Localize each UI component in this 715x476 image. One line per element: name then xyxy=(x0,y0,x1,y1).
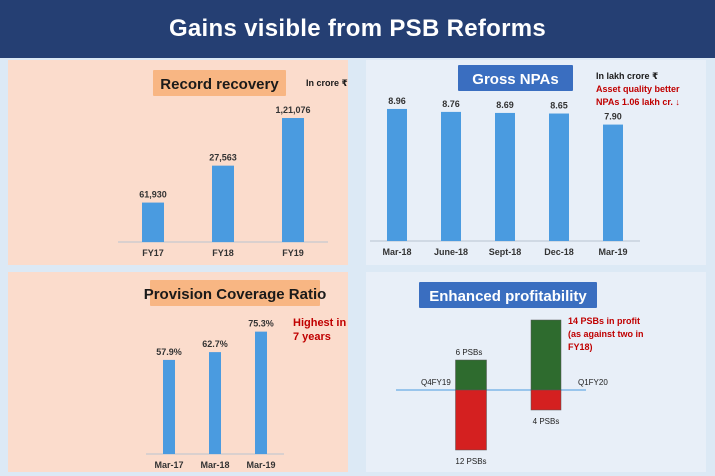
bar xyxy=(387,108,407,242)
loss-label: 12 PSBs xyxy=(455,457,486,466)
data-label: 61,930 xyxy=(139,190,167,200)
data-label: 57.9% xyxy=(156,347,182,357)
bar xyxy=(163,359,175,454)
unit-label: In crore ₹ xyxy=(306,78,348,88)
tick-label: FY18 xyxy=(212,248,234,258)
data-label: 1,21,076 xyxy=(275,105,310,115)
record-recovery-chart: Record recovery In crore ₹ 61,930 FY17 27,56… xyxy=(118,70,348,258)
bar xyxy=(495,112,515,241)
enhanced-profitability-panel: Enhanced profitability 6 PSBs 12 PSBs 4 PSB… xyxy=(366,272,706,472)
bar xyxy=(282,118,304,242)
tick-label: Dec-18 xyxy=(544,247,574,257)
tick-label: Mar-18 xyxy=(200,460,229,470)
chart-title-box xyxy=(419,282,597,308)
profit-label: 6 PSBs xyxy=(456,348,483,357)
bar xyxy=(603,124,623,241)
chart-title: Enhanced profitability xyxy=(429,288,587,305)
loss-bar xyxy=(455,389,487,451)
provision-coverage-chart: Provision Coverage Ratio 57.9% Mar-17 62.7%… xyxy=(144,280,346,470)
tick-label: Mar-19 xyxy=(246,460,275,470)
data-label: 27,563 xyxy=(209,153,237,163)
data-label: 8.96 xyxy=(388,96,406,106)
bar xyxy=(549,113,569,241)
chart-title: Gross NPAs xyxy=(472,71,558,88)
loss-label: 4 PSBs xyxy=(533,417,560,426)
profit-bar xyxy=(530,319,562,391)
data-label: 8.69 xyxy=(496,100,514,110)
data-label: 8.76 xyxy=(442,99,460,109)
annotation-text: NPAs 1.06 lakh cr. ↓ xyxy=(596,97,680,107)
data-label: 8.65 xyxy=(550,101,568,111)
gross-npas-panel: Gross NPAs In lakh crore ₹ 8.96 Mar-18 8.76 J… xyxy=(366,60,706,265)
bar xyxy=(441,111,461,241)
annotation-text: Highest in xyxy=(293,317,346,329)
tick-label: Mar-17 xyxy=(154,460,183,470)
page-title: Gains visible from PSB Reforms xyxy=(0,0,715,58)
bar xyxy=(212,165,234,242)
tick-label: FY19 xyxy=(282,248,304,258)
gross-npas-chart: Gross NPAs In lakh crore ₹ 8.96 Mar-18 8.76 J… xyxy=(370,65,680,257)
annotation-text: Asset quality better xyxy=(596,84,680,94)
data-label: 7.90 xyxy=(604,112,622,122)
tick-label: Mar-18 xyxy=(382,247,411,257)
chart-title: Record recovery xyxy=(160,76,279,93)
unit-label: In lakh crore ₹ xyxy=(596,71,658,81)
annotation-text: 7 years xyxy=(293,331,331,343)
loss-bar xyxy=(530,389,562,411)
chart-title-box xyxy=(153,70,286,96)
chart-title-box xyxy=(150,280,320,306)
chart-title-box xyxy=(458,65,573,91)
annotation-text: FY18) xyxy=(568,342,593,352)
enhanced-profitability-chart: Enhanced profitability 6 PSBs 12 PSBs 4 PSB… xyxy=(396,282,644,466)
profit-bar xyxy=(455,359,487,391)
record-recovery-panel: Record recovery In crore ₹ 61,930 FY17 27,56… xyxy=(8,60,348,265)
provision-coverage-panel: Provision Coverage Ratio 57.9% Mar-17 62.7%… xyxy=(8,272,348,472)
tick-label: Mar-19 xyxy=(598,247,627,257)
data-label: 62.7% xyxy=(202,339,228,349)
data-label: 75.3% xyxy=(248,319,274,329)
bar xyxy=(255,331,267,454)
tick-label: FY17 xyxy=(142,248,164,258)
bar xyxy=(142,202,164,242)
chart-title: Provision Coverage Ratio xyxy=(144,286,327,303)
category-label: Q4FY19 xyxy=(421,378,451,387)
category-label: Q1FY20 xyxy=(578,378,608,387)
annotation-text: (as against two in xyxy=(568,329,644,339)
tick-label: Sept-18 xyxy=(489,247,522,257)
tick-label: June-18 xyxy=(434,247,468,257)
bar xyxy=(209,352,221,454)
annotation-text: 14 PSBs in profit xyxy=(568,316,640,326)
